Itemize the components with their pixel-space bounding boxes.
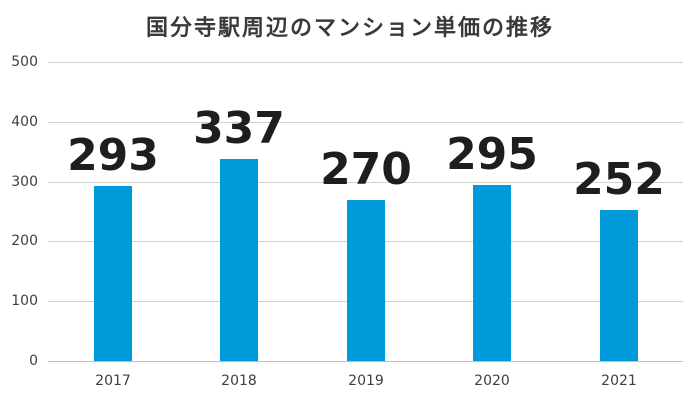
y-tick-label: 300 [11,173,38,190]
y-tick-label: 400 [11,113,38,130]
data-label: 252 [573,154,665,206]
chart-title: 国分寺駅周辺のマンション単価の推移 [145,16,554,41]
gridline [48,62,683,63]
bar-2021 [600,210,638,361]
bar-2019 [347,199,385,361]
x-tick-label: 2018 [221,373,257,389]
y-tick-label: 100 [11,293,38,310]
data-label: 270 [320,143,412,195]
y-tick-label: 0 [29,353,38,369]
x-tick-label: 2020 [474,373,510,389]
y-tick-label: 200 [11,233,38,250]
y-tick-label: 500 [11,54,38,70]
gridline [48,121,683,123]
x-tick-label: 2021 [601,373,637,389]
data-label: 293 [67,129,159,181]
bar-2017 [94,185,132,361]
bar-2018 [220,159,258,361]
gridline [48,181,683,183]
gridline [48,361,683,362]
data-label: 295 [446,128,538,180]
x-tick-label: 2019 [348,373,384,389]
data-label: 337 [193,103,285,155]
bar-2020 [473,184,511,361]
x-tick-label: 2017 [95,373,131,389]
